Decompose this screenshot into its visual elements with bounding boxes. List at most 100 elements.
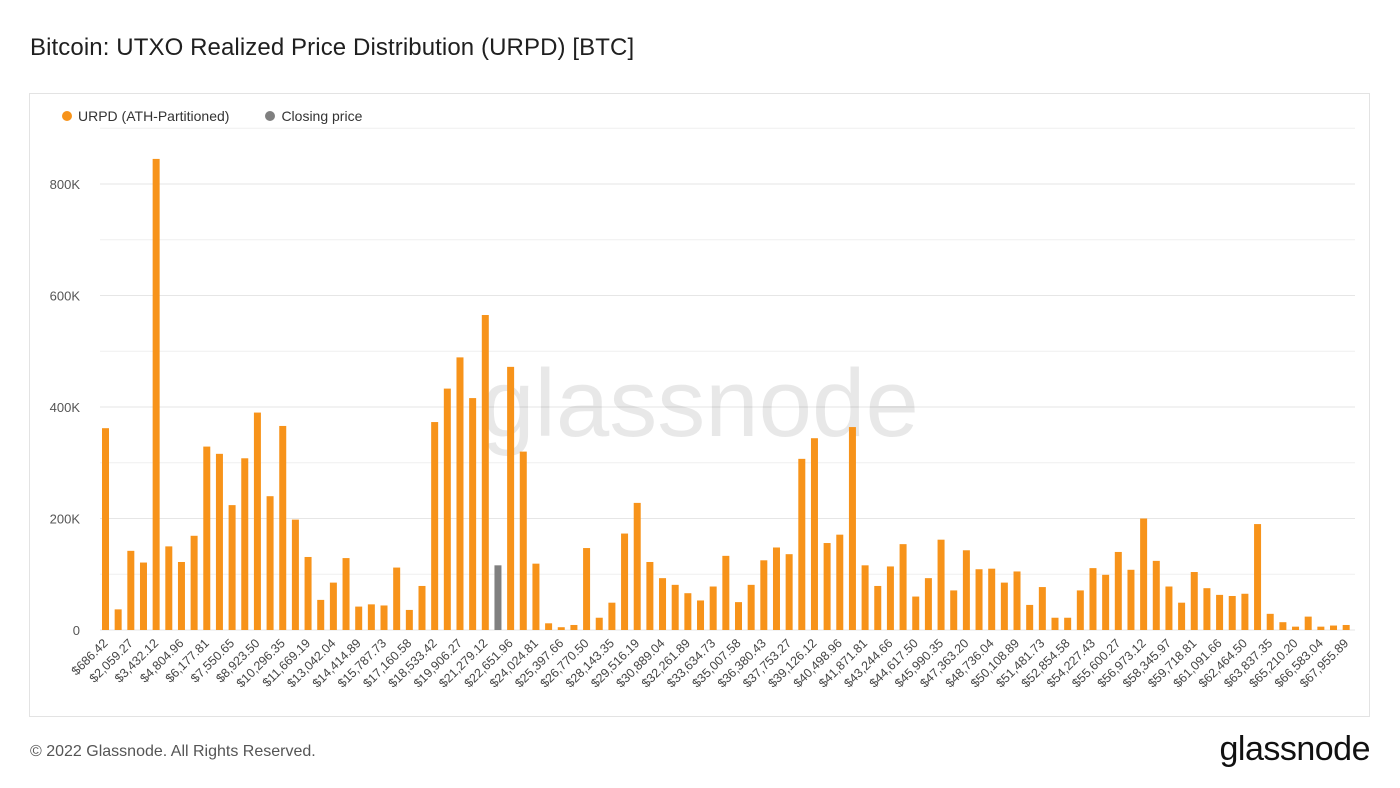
bar-33 [519, 451, 527, 630]
bar-92 [1266, 613, 1274, 630]
bar-49 [722, 555, 730, 630]
bar-95 [1304, 616, 1312, 630]
legend-item-urpd[interactable]: URPD (ATH-Partitioned) [62, 108, 229, 124]
y-tick-label-3: 600K [50, 289, 81, 304]
bar-53 [772, 547, 780, 630]
bar-57 [823, 543, 831, 630]
bar-11 [241, 458, 249, 630]
bar-87 [1203, 588, 1211, 630]
bar-14 [279, 425, 287, 630]
bar-1 [114, 609, 122, 630]
bar-30 [481, 315, 489, 630]
bar-42 [633, 502, 641, 630]
bar-96 [1317, 626, 1325, 630]
bar-52 [760, 560, 768, 630]
legend-dot-urpd [62, 111, 72, 121]
y-tick-label-1: 200K [50, 512, 81, 527]
legend-label-urpd: URPD (ATH-Partitioned) [78, 108, 230, 124]
bar-23 [393, 567, 401, 630]
bar-70 [988, 568, 996, 630]
bar-83 [1152, 560, 1160, 630]
bar-34 [532, 563, 540, 630]
bar-69 [975, 569, 983, 630]
bar-2 [127, 550, 135, 630]
bar-19 [342, 558, 350, 630]
bar-6 [177, 561, 185, 630]
bar-80 [1114, 551, 1122, 630]
bar-56 [810, 438, 818, 630]
bar-86 [1190, 572, 1198, 630]
legend-item-closing-price[interactable]: Closing price [265, 108, 362, 124]
urpd-chart: 0200K400K600K800Kglassnode$686.42$2,059.… [50, 127, 1355, 690]
bar-13 [266, 496, 274, 630]
bar-22 [380, 605, 388, 630]
copyright-footer: © 2022 Glassnode. All Rights Reserved. [30, 743, 316, 760]
y-tick-label-4: 800K [50, 177, 81, 192]
bar-50 [735, 602, 742, 630]
bar-71 [1000, 582, 1008, 630]
bar-27 [443, 388, 451, 630]
bar-78 [1089, 568, 1097, 630]
bar-98 [1342, 624, 1350, 630]
bar-21 [367, 604, 375, 630]
bar-63 [899, 544, 907, 630]
bar-35 [545, 623, 553, 630]
bar-18 [329, 582, 337, 630]
bar-43 [646, 561, 654, 630]
bar-32 [507, 366, 515, 630]
y-tick-label-0: 0 [73, 623, 80, 638]
bar-20 [355, 606, 363, 630]
y-tick-label-2: 400K [50, 400, 81, 415]
bar-61 [874, 585, 882, 630]
bar-8 [203, 446, 211, 630]
bar-64 [912, 596, 920, 630]
bar-44 [659, 578, 667, 630]
bar-72 [1013, 571, 1021, 630]
closing-price-bar [494, 565, 502, 630]
bar-29 [469, 398, 477, 630]
bar-38 [583, 548, 591, 630]
bar-15 [291, 519, 299, 630]
bar-41 [621, 533, 629, 630]
bar-25 [418, 585, 426, 630]
bar-67 [950, 590, 958, 630]
bar-4 [152, 158, 160, 630]
bar-37 [570, 624, 578, 630]
bar-12 [253, 412, 261, 630]
bar-62 [886, 566, 894, 630]
watermark: glassnode [481, 350, 919, 457]
bar-16 [304, 556, 312, 630]
bar-74 [1038, 587, 1046, 630]
bar-82 [1140, 518, 1148, 630]
bar-89 [1228, 595, 1236, 630]
bar-79 [1102, 574, 1110, 630]
bar-76 [1064, 617, 1072, 630]
bar-68 [962, 550, 970, 630]
bar-9 [215, 453, 223, 630]
bar-17 [317, 599, 325, 630]
bar-77 [1076, 590, 1084, 630]
bar-84 [1165, 586, 1173, 630]
bar-39 [595, 617, 603, 630]
chart-title: Bitcoin: UTXO Realized Price Distributio… [30, 34, 635, 61]
bar-54 [785, 554, 793, 630]
brand-logo: glassnode [1219, 730, 1370, 768]
bar-75 [1051, 617, 1059, 630]
bar-94 [1292, 626, 1300, 630]
bar-59 [848, 427, 856, 630]
bar-46 [684, 593, 692, 630]
bar-48 [709, 586, 717, 630]
bar-85 [1178, 602, 1186, 630]
bar-10 [228, 505, 236, 630]
bar-66 [937, 539, 945, 630]
bar-3 [139, 562, 147, 630]
bar-47 [697, 600, 705, 630]
legend: URPD (ATH-Partitioned) Closing price [62, 108, 362, 124]
bar-36 [557, 627, 565, 630]
bar-55 [798, 458, 806, 630]
bar-5 [165, 546, 173, 630]
bar-24 [405, 609, 413, 630]
bar-93 [1279, 622, 1287, 630]
bar-91 [1254, 524, 1262, 630]
bar-0 [102, 428, 109, 630]
